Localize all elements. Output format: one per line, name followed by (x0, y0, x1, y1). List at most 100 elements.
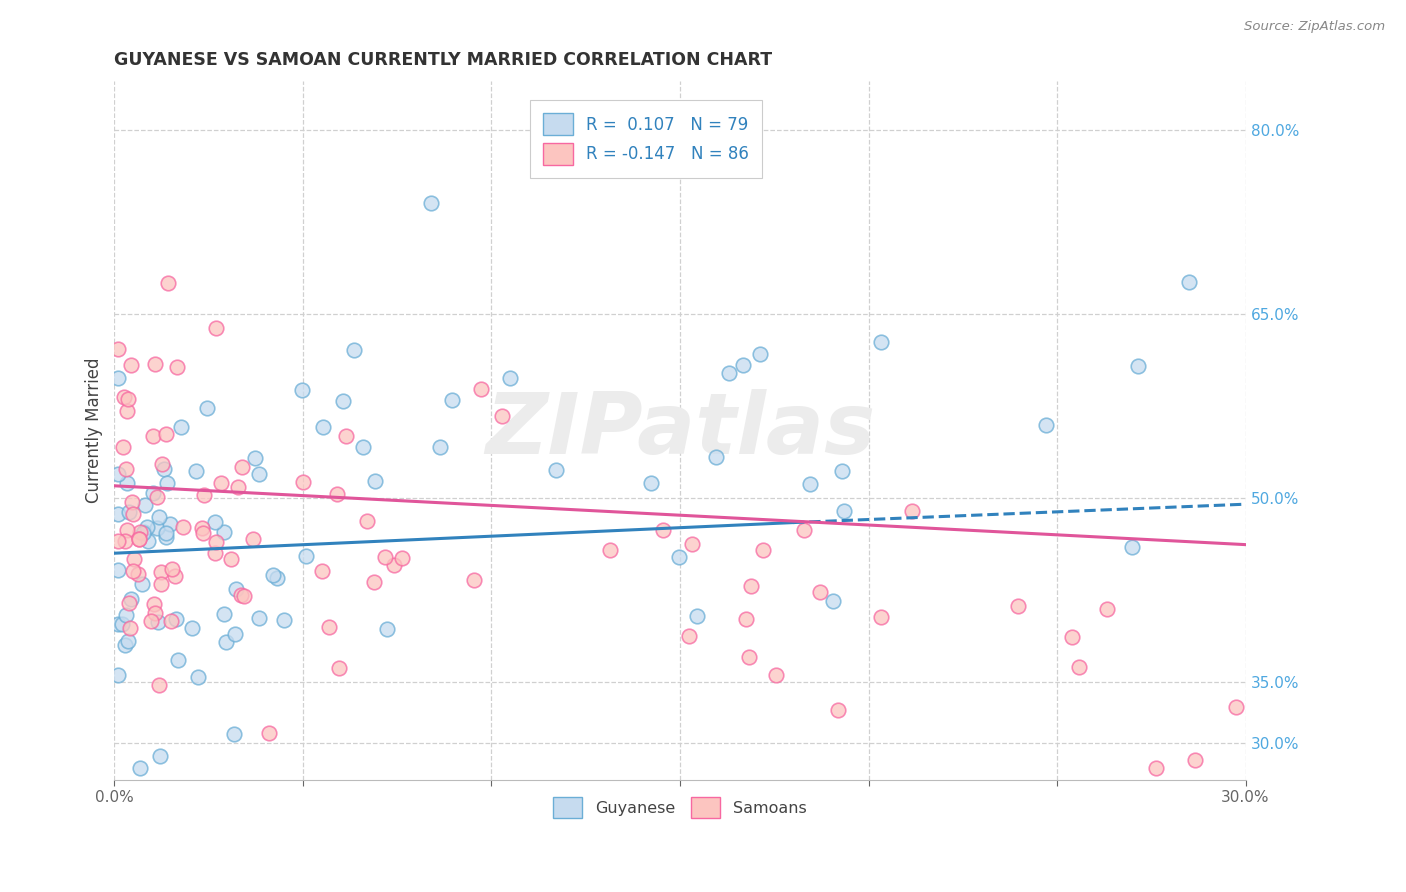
Point (491, 409, 513, 424)
Point (122, 564, 145, 578)
Point (827, 703, 849, 717)
Point (273, 613, 295, 627)
Point (1128, 359, 1150, 373)
Point (132, 525, 155, 540)
Point (114, 638, 136, 652)
Point (166, 360, 188, 375)
Point (799, 477, 821, 491)
Point (352, 440, 374, 454)
Point (375, 622, 398, 636)
Point (831, 464, 853, 478)
Point (429, 440, 451, 454)
Point (107, 342, 129, 356)
Point (1095, 602, 1118, 616)
Point (224, 627, 246, 641)
Point (121, 495, 143, 509)
Point (128, 532, 150, 546)
Point (869, 610, 891, 624)
Point (112, 390, 135, 404)
Point (204, 546, 226, 560)
Point (832, 504, 855, 518)
Point (295, 549, 318, 564)
Point (128, 533, 150, 547)
Point (134, 498, 156, 512)
Point (146, 490, 169, 504)
Point (738, 650, 761, 665)
Point (311, 564, 333, 578)
Point (678, 629, 700, 643)
Point (364, 474, 387, 488)
Point (143, 357, 166, 371)
Point (114, 534, 136, 549)
Point (166, 653, 188, 667)
Point (243, 451, 266, 466)
Point (142, 597, 165, 611)
Point (266, 571, 288, 585)
Point (808, 585, 831, 599)
Point (328, 661, 350, 675)
Point (117, 634, 139, 648)
Point (172, 520, 194, 534)
Text: Source: ZipAtlas.com: Source: ZipAtlas.com (1244, 20, 1385, 33)
Legend: Guyanese, Samoans: Guyanese, Samoans (547, 791, 813, 824)
Point (153, 461, 176, 475)
Point (734, 611, 756, 625)
Point (117, 392, 139, 407)
Point (1062, 631, 1084, 645)
Point (111, 440, 134, 454)
Point (546, 463, 568, 477)
Point (193, 487, 215, 501)
Point (1178, 276, 1201, 290)
Point (599, 542, 621, 557)
Point (120, 591, 142, 606)
Point (115, 608, 138, 623)
Point (1184, 753, 1206, 767)
Point (356, 515, 378, 529)
Point (205, 321, 228, 335)
Point (651, 523, 673, 537)
Point (122, 552, 145, 566)
Point (107, 533, 129, 548)
Point (242, 533, 264, 547)
Point (1144, 761, 1167, 775)
Point (107, 507, 129, 521)
Point (170, 420, 193, 434)
Point (247, 611, 270, 625)
Point (191, 525, 214, 540)
Point (733, 358, 755, 372)
Point (163, 568, 186, 582)
Point (793, 523, 815, 537)
Point (640, 475, 662, 490)
Point (212, 524, 235, 539)
Point (498, 371, 520, 385)
Point (215, 634, 238, 648)
Point (765, 667, 787, 681)
Point (363, 574, 385, 589)
Point (115, 523, 138, 537)
Point (128, 761, 150, 775)
Point (111, 616, 134, 631)
Point (159, 517, 181, 532)
Point (156, 276, 179, 290)
Point (143, 606, 166, 620)
Point (142, 485, 165, 500)
Point (132, 525, 155, 540)
Point (114, 462, 136, 476)
Point (160, 562, 183, 576)
Point (668, 549, 690, 564)
Point (740, 579, 762, 593)
Point (150, 457, 173, 471)
Point (1035, 418, 1057, 433)
Point (391, 551, 413, 566)
Point (219, 551, 242, 566)
Point (335, 428, 357, 442)
Point (155, 526, 177, 541)
Text: GUYANESE VS SAMOAN CURRENTLY MARRIED CORRELATION CHART: GUYANESE VS SAMOAN CURRENTLY MARRIED COR… (114, 51, 772, 69)
Point (224, 727, 246, 741)
Point (118, 596, 141, 610)
Point (209, 476, 232, 491)
Point (247, 467, 270, 481)
Point (1069, 659, 1091, 673)
Point (311, 420, 333, 434)
Point (226, 480, 249, 494)
